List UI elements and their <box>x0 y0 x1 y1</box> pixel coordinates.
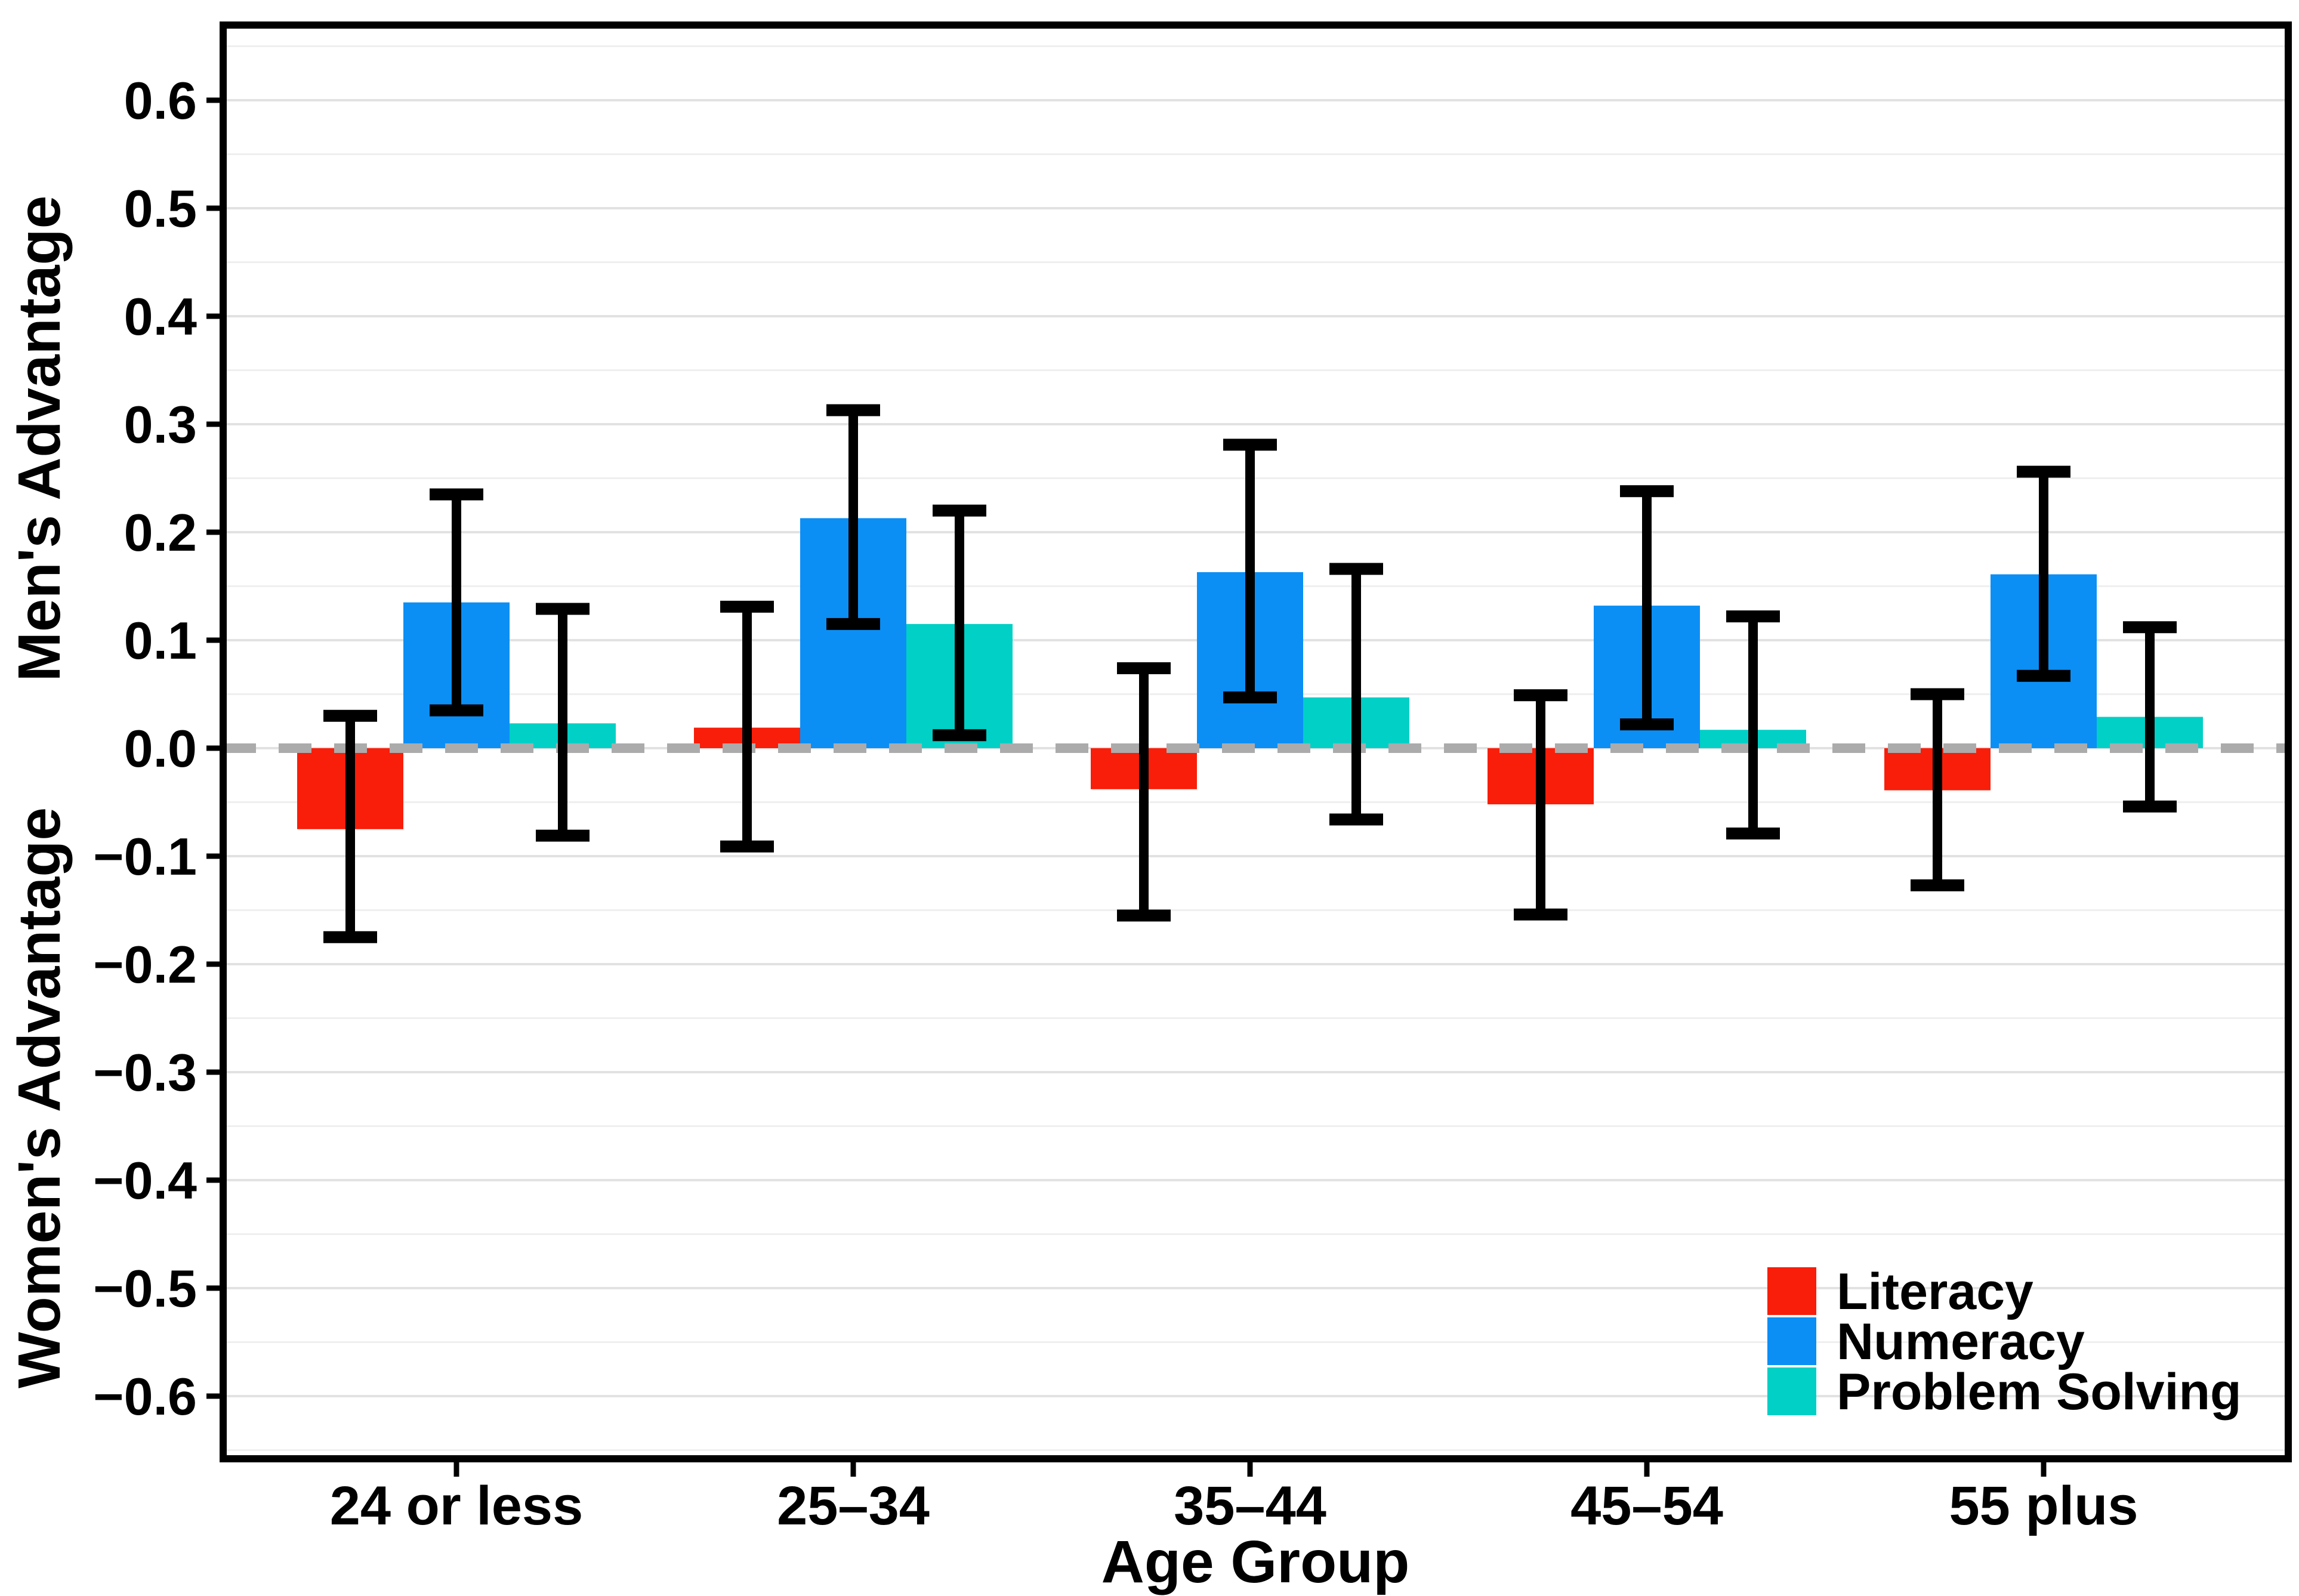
y-tick-label: 0.6 <box>124 71 197 130</box>
legend: Literacy Numeracy Problem Solving <box>1767 1263 2242 1421</box>
y-tick-label: −0.3 <box>93 1043 197 1102</box>
x-category-label: 45–54 <box>1570 1475 1723 1536</box>
plot-area: 0.6 0.5 0.4 0.3 0.2 0.1 0.0 −0.1 −0.2 −0.3 −0.4 −0.… <box>93 21 2292 1536</box>
x-axis-title: Age Group <box>1101 1529 1410 1595</box>
legend-label-numeracy: Numeracy <box>1837 1313 2085 1370</box>
y-tick-label: 0.5 <box>124 179 197 238</box>
y-tick-label: 0.3 <box>124 395 197 454</box>
y-tick-label: 0.2 <box>124 503 197 562</box>
y-tick-label: 0.4 <box>124 287 197 346</box>
legend-swatch-numeracy <box>1767 1317 1816 1365</box>
y-tick-label: 0.0 <box>124 719 197 778</box>
y-tick-label: 0.1 <box>124 611 197 670</box>
y-tick-label: −0.1 <box>93 827 197 886</box>
y-axis-title-top: Men's Advantage <box>6 196 73 682</box>
legend-label-problem-solving: Problem Solving <box>1837 1363 2242 1421</box>
legend-label-literacy: Literacy <box>1837 1263 2033 1320</box>
legend-swatch-problem-solving <box>1767 1367 1816 1415</box>
y-axis-title-bottom: Women's Advantage <box>6 807 73 1388</box>
y-tick-label: −0.6 <box>93 1367 197 1426</box>
x-category-label: 55 plus <box>1949 1475 2138 1536</box>
x-category-label: 35–44 <box>1174 1475 1326 1536</box>
y-tick-label: −0.5 <box>93 1259 197 1318</box>
y-tick-label: −0.2 <box>93 935 197 994</box>
legend-swatch-literacy <box>1767 1267 1816 1315</box>
x-category-label: 25–34 <box>777 1475 930 1536</box>
panel-frame <box>220 21 2292 1462</box>
y-tick-label: −0.4 <box>93 1151 197 1210</box>
x-category-label: 24 or less <box>330 1475 584 1536</box>
